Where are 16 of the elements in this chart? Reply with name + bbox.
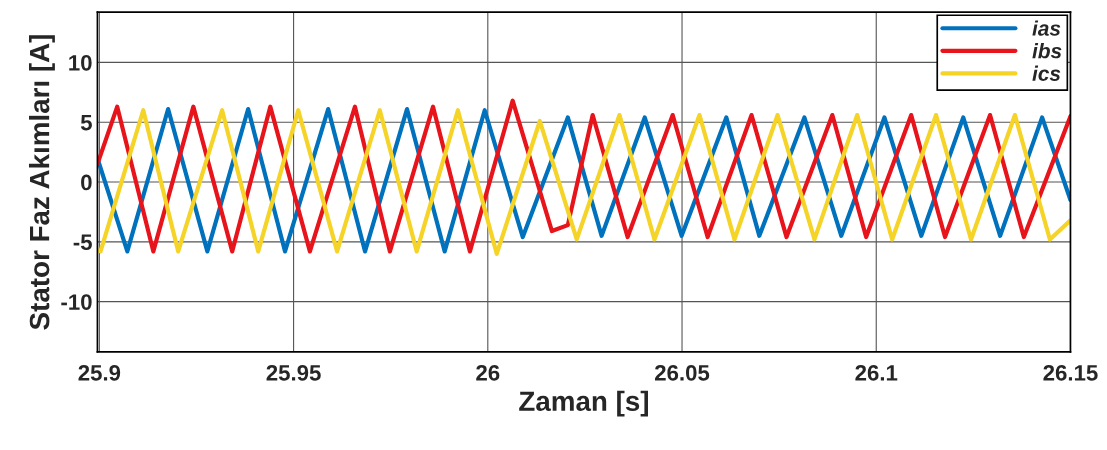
legend-label: ics: [1032, 65, 1061, 81]
x-tick-label: 26.05: [654, 364, 710, 381]
x-tick-label: 26.1: [855, 364, 898, 381]
y-tick-label: 0: [81, 174, 92, 191]
x-tick-label: 25.9: [78, 364, 121, 381]
y-tick-label: 10: [69, 54, 92, 71]
y-tick-label: 5: [80, 114, 92, 131]
x-axis-title: Zaman [s]: [519, 390, 648, 417]
legend-label: ias: [1032, 20, 1061, 36]
x-tick-label: 26: [476, 364, 500, 381]
x-tick-label: 26.15: [1043, 364, 1098, 381]
y-tick-label: -10: [61, 294, 92, 310]
y-tick-label: -5: [73, 234, 92, 251]
legend-label: ibs: [1032, 43, 1062, 59]
y-axis-title: Stator Faz Akımları [A]: [28, 35, 55, 330]
x-tick-label: 25.95: [266, 364, 321, 381]
